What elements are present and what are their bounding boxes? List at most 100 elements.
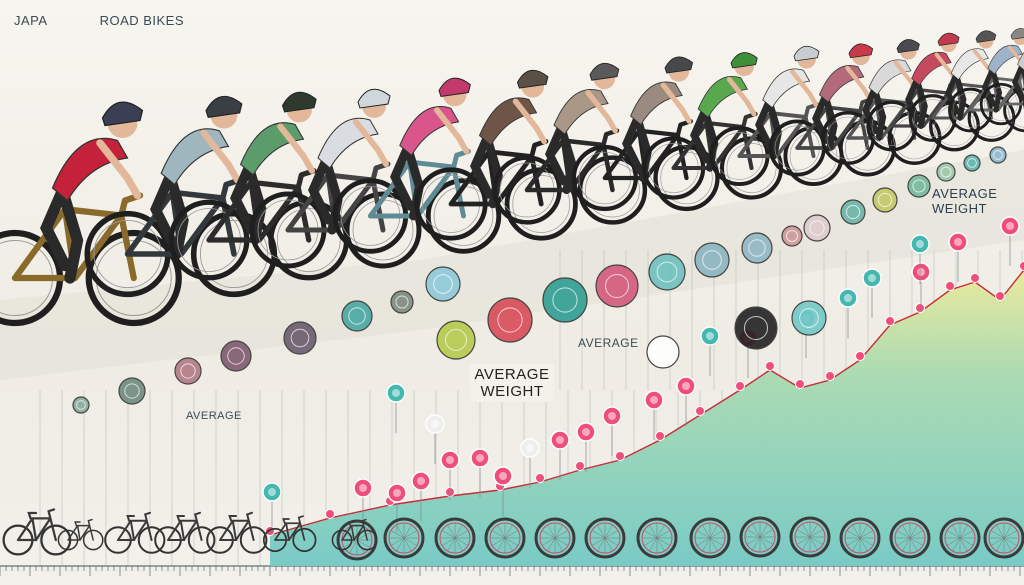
gauge-icon [174, 357, 202, 385]
cyclist [492, 62, 648, 225]
data-marker [655, 431, 665, 441]
small-bike-icon [262, 515, 317, 553]
gauge-icon [872, 187, 898, 213]
gauge-icon [425, 266, 461, 302]
wheel-icon [889, 517, 931, 559]
data-marker [615, 451, 625, 461]
data-marker [765, 361, 775, 371]
helmet-icon [281, 91, 317, 113]
data-marker [265, 526, 275, 536]
wheel-icon [383, 517, 425, 559]
helmet-icon [516, 69, 549, 89]
gauge-icon [907, 174, 931, 198]
chart-title: JAPA ROAD BIKES [14, 13, 184, 28]
small-bike-icon [206, 511, 268, 554]
average-weight-label-right: AVERAGE WEIGHT [932, 186, 998, 216]
helmet-icon [848, 43, 874, 59]
gauge-icon [487, 297, 533, 343]
gauge-icon [963, 154, 981, 172]
cyclist [948, 28, 1024, 133]
gauge-icon [803, 214, 831, 242]
wheel-icon [434, 517, 476, 559]
small-bike-icon [331, 518, 378, 551]
helmet-icon [438, 77, 471, 97]
wheel-icon [789, 516, 831, 558]
gauge-icon [741, 232, 773, 264]
cyclist [908, 30, 1016, 142]
cyclist [979, 52, 1024, 126]
helmet-icon [205, 95, 243, 118]
cyclist [249, 88, 422, 269]
data-marker [735, 381, 745, 391]
small-bike-icon [57, 518, 104, 551]
helmet-icon [730, 52, 758, 69]
data-marker [970, 273, 980, 283]
gauge-icon [694, 242, 730, 278]
gauge-icon [734, 306, 778, 350]
data-marker [995, 291, 1005, 301]
data-marker [825, 371, 835, 381]
gauge-icon [390, 290, 414, 314]
gauge-icon [283, 321, 317, 355]
cyclist [168, 91, 350, 281]
gauge-icon [646, 335, 680, 369]
wheel-icon [739, 516, 781, 558]
wheel-icon [336, 519, 378, 561]
wheel-icon [584, 517, 626, 559]
helmet-icon [101, 101, 144, 127]
average-label-left: AVERAGE [186, 410, 242, 422]
data-marker [535, 473, 545, 483]
wheel-icon [534, 517, 576, 559]
small-bike-icon [2, 508, 72, 556]
gauge-icon [595, 264, 639, 308]
gauge-icon [936, 162, 956, 182]
title-left-text: JAPA [14, 13, 48, 28]
cyclist [84, 95, 278, 298]
data-marker [325, 509, 335, 519]
weight-area [270, 270, 1024, 566]
cyclist [332, 77, 502, 254]
gauge-icon [840, 199, 866, 225]
gauge-icon [72, 396, 90, 414]
gauge-icon [436, 320, 476, 360]
data-marker [885, 316, 895, 326]
wheel-icon [636, 517, 678, 559]
data-marker [915, 303, 925, 313]
gauge-icon [220, 340, 252, 372]
data-marker [575, 461, 585, 471]
helmet-icon [937, 32, 960, 46]
gauge-icon [989, 146, 1007, 164]
gauge-icon [781, 225, 803, 247]
helmet-icon [589, 62, 620, 81]
gauge-icon [118, 377, 146, 405]
helmet-icon [793, 45, 820, 62]
data-marker [695, 406, 705, 416]
helmet-icon [1010, 28, 1024, 40]
data-marker [795, 379, 805, 389]
cyclist [571, 56, 720, 212]
helmet-icon [975, 30, 997, 43]
average-label-mid: AVERAGE [578, 336, 639, 350]
wheel-icon [939, 517, 981, 559]
wheel-icon [983, 517, 1024, 559]
gauge-icon [648, 253, 686, 291]
wheel-icon [839, 517, 881, 559]
gauge-icon [341, 300, 373, 332]
helmet-icon [357, 88, 391, 109]
data-marker [1019, 261, 1024, 271]
small-bike-icon [154, 511, 216, 554]
data-marker [855, 351, 865, 361]
helmet-icon [896, 39, 920, 53]
title-right-text: ROAD BIKES [99, 13, 185, 28]
average-weight-label-mid: AVERAGE WEIGHT [470, 364, 554, 402]
small-bike-icon [104, 511, 166, 554]
data-marker [945, 281, 955, 291]
gauge-icon [542, 277, 588, 323]
wheel-icon [484, 517, 526, 559]
wheel-icon [689, 517, 731, 559]
helmet-icon [664, 56, 694, 74]
gauge-icon [791, 300, 827, 336]
cyclist [0, 101, 182, 327]
